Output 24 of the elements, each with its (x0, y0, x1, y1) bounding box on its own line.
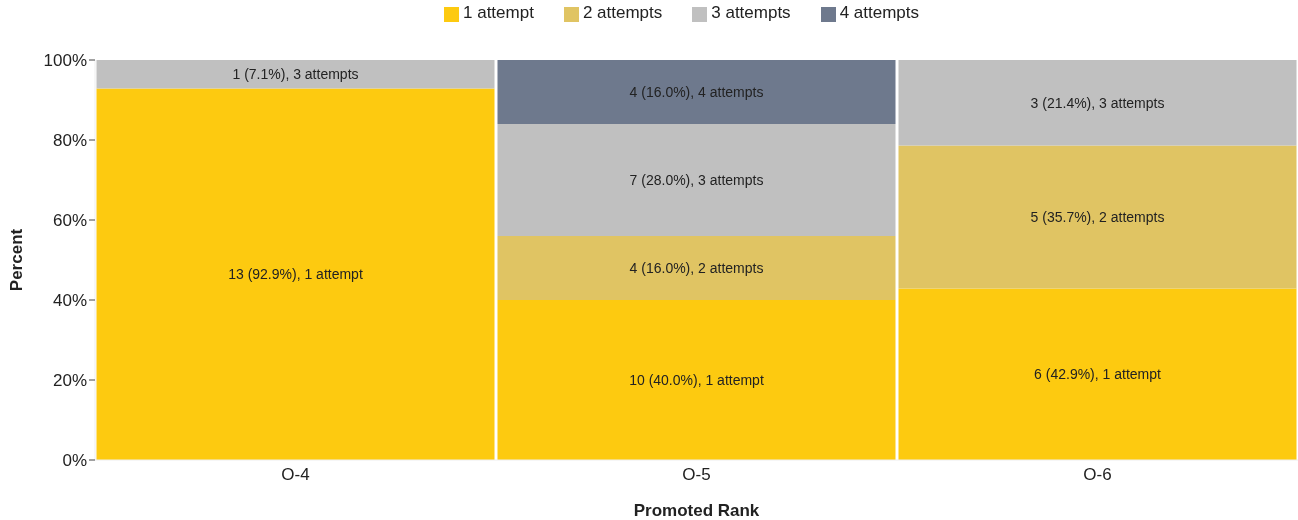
data-label: 4 (16.0%), 2 attempts (629, 260, 764, 276)
data-label: 1 (7.1%), 3 attempts (232, 66, 359, 83)
data-label: 10 (40.0%), 1 attempt (629, 372, 764, 388)
data-label: 4 (16.0%), 4 attempts (629, 84, 764, 100)
y-tick-label: 20% (52, 371, 87, 391)
y-axis-title: Percent (7, 228, 27, 292)
data-label: 13 (92.9%), 1 attempt (228, 266, 363, 283)
legend-label: 4 attempts (839, 3, 919, 22)
x-tick-label: O-5 (682, 465, 711, 485)
legend-label: 3 attempts (711, 3, 791, 22)
x-axis-title: Promoted Rank (633, 501, 760, 520)
y-tick-label: 80% (52, 131, 87, 151)
legend-label: 1 attempt (463, 3, 534, 22)
y-tick-label: 60% (52, 211, 87, 231)
y-tick-label: 100% (43, 51, 87, 71)
data-label: 6 (42.9%), 1 attempt (1034, 366, 1162, 383)
data-label: 3 (21.4%), 3 attempts (1030, 94, 1165, 111)
y-tick-label: 0% (62, 451, 87, 471)
data-label: 7 (28.0%), 3 attempts (629, 172, 764, 188)
x-tick-label: O-4 (281, 465, 310, 485)
data-label: 5 (35.7%), 2 attempts (1030, 209, 1165, 225)
legend-label: 2 attempts (582, 3, 663, 22)
x-tick-label: O-6 (1083, 465, 1112, 485)
y-tick-label: 40% (52, 291, 87, 311)
